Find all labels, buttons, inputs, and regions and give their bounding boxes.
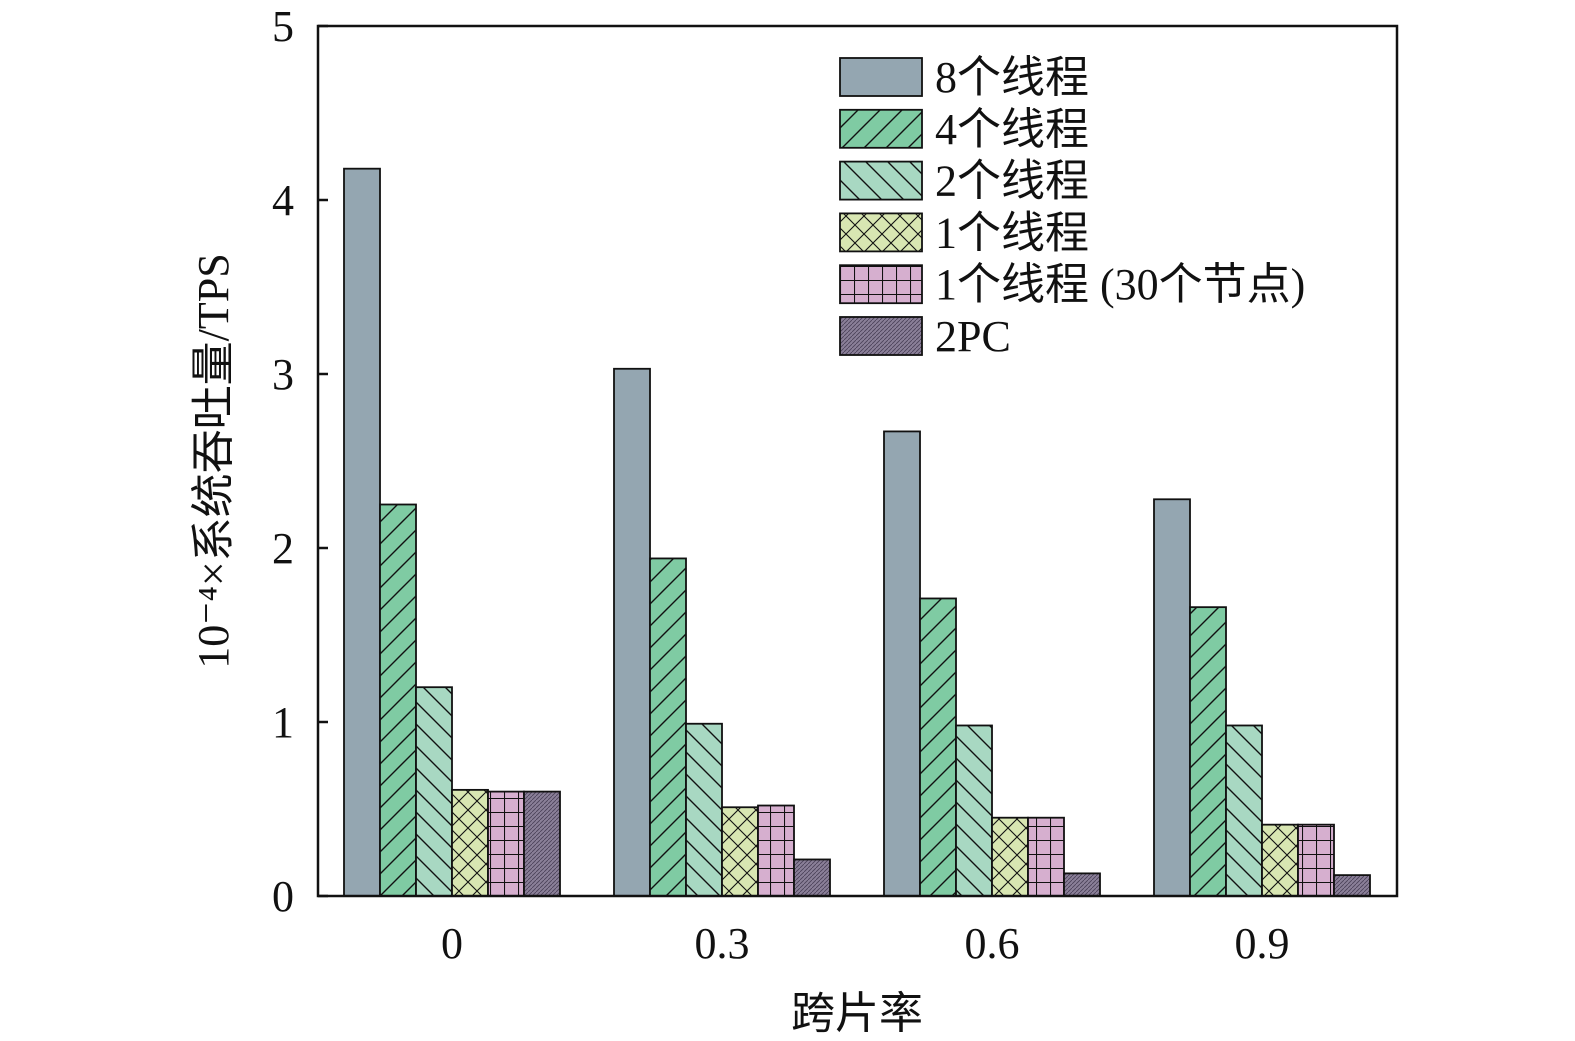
x-tick-label: 0.3 [695,919,750,968]
bar-0.3-8个线程 [613,367,651,897]
y-tick-label: 3 [272,350,294,399]
bar-0-8个线程 [343,167,381,897]
bar-0.9-2个线程 [1225,724,1263,897]
bar-0.9-1个线程 (30个节点) [1297,823,1335,897]
legend-swatch-1个线程 [839,212,923,253]
bar-0.9-1个线程 [1261,823,1299,897]
bar-0-2个线程 [415,686,453,897]
y-axis-ticks: 0 1 2 3 4 5 [272,2,328,921]
bar-0.6-2个线程 [955,724,993,897]
y-tick-label: 4 [272,176,294,225]
y-tick-label: 1 [272,698,294,747]
legend-label: 1个线程 [935,208,1089,257]
legend-label: 1个线程 (30个节点) [935,260,1305,309]
bar-0-1个线程 (30个节点) [487,790,525,897]
bar-0.3-2PC [793,858,831,897]
legend-label: 4个线程 [935,105,1089,154]
bar-0-4个线程 [379,503,417,897]
x-axis-ticks: 0 0.3 0.6 0.9 [441,919,1290,968]
bar-0.3-1个线程 (30个节点) [757,804,795,897]
legend-label: 8个线程 [935,53,1089,102]
bars-layer [343,167,1371,897]
bar-0.3-4个线程 [649,557,687,897]
plot-frame [316,24,1399,898]
legend-swatch-2PC [839,316,923,356]
bar-0.6-1个线程 [991,816,1029,897]
bar-0.9-8个线程 [1153,498,1191,897]
bar-0-2PC [523,790,561,897]
legend-swatch-4个线程 [839,108,923,149]
bar-0.6-2PC [1063,872,1101,897]
legend-swatch-1个线程 (30个节点) [839,264,923,305]
x-tick-label: 0 [441,919,463,968]
legend-label: 2个线程 [935,157,1089,206]
y-axis-title: 10⁻⁴×系统吞吐量/TPS [189,253,238,668]
bar-0.6-1个线程 (30个节点) [1027,816,1065,897]
bar-0.6-8个线程 [883,430,921,897]
bar-0.3-1个线程 [721,806,759,897]
y-tick-label: 0 [272,872,294,921]
x-tick-label: 0.6 [965,919,1020,968]
bar-0.3-2个线程 [685,722,723,897]
bar-0-1个线程 [451,788,489,897]
legend-label: 2PC [935,312,1011,361]
legend-swatch-8个线程 [839,57,923,97]
y-tick-label: 5 [272,2,294,51]
bar-0.6-4个线程 [919,597,957,897]
bar-0.9-4个线程 [1189,606,1227,897]
x-axis-title: 跨片率 [791,989,923,1038]
x-tick-label: 0.9 [1235,919,1290,968]
bar-0.9-2PC [1333,874,1371,897]
y-tick-label: 2 [272,524,294,573]
legend-swatch-2个线程 [839,160,923,201]
